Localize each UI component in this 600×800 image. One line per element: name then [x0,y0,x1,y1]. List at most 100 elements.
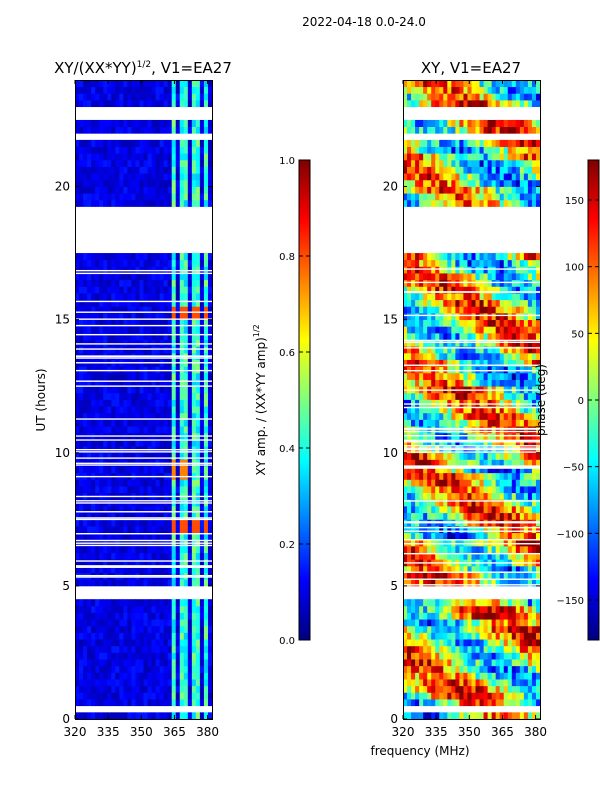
heatmap-cell [103,659,108,667]
heatmap-cell [499,406,505,414]
heatmap-cell [123,605,128,613]
heatmap-cell [535,525,541,534]
heatmap-cell [503,293,509,301]
heatmap-cell [527,499,533,507]
heatmap-cell [487,339,493,347]
heatmap-cell [135,392,140,400]
heatmap-cell [175,312,181,321]
heatmap-cell [475,525,480,534]
heatmap-cell [455,299,460,307]
heatmap-cell [107,452,112,460]
heatmap-cell [503,659,509,667]
heatmap-cell [175,712,181,720]
heatmap-cell [99,412,104,420]
heatmap-cell [495,525,501,534]
heatmap-cell [87,479,92,487]
heatmap-cell [535,479,541,487]
heatmap-cell [455,379,460,387]
heatmap-cell [183,399,189,407]
heatmap-cell [443,326,448,334]
heatmap-cell [411,605,416,613]
heatmap-cell [171,545,177,553]
heatmap-cell [499,486,505,494]
heatmap-cell [135,512,140,520]
heatmap-cell [155,645,161,653]
heatmap-cell [447,306,452,314]
heatmap-cell [499,692,505,700]
heatmap-cell [143,545,148,553]
heatmap-cell [471,419,476,427]
heatmap-cell [499,659,505,667]
heatmap-cell [203,392,209,400]
heatmap-cell [451,659,456,667]
heatmap-cell [199,153,205,161]
heatmap-cell [179,339,185,347]
heatmap-cell [439,632,444,640]
heatmap-cell [159,525,165,534]
heatmap-cell [515,293,521,301]
heatmap-cell [87,639,92,647]
heatmap-cell [515,599,521,607]
heatmap-cell [155,699,161,707]
heatmap-cell [123,146,128,154]
heatmap-cell [159,372,165,380]
heatmap-cell [203,80,209,88]
heatmap-cell [423,699,428,707]
heatmap-cell [159,339,165,347]
heatmap-cell [151,532,156,540]
heatmap-cell [447,672,452,680]
heatmap-cell [535,512,541,520]
heatmap-cell [483,312,489,321]
heatmap-cell [95,419,100,427]
heatmap-cell [95,266,100,274]
heatmap-cell [415,572,420,580]
heatmap-cell [411,366,416,374]
heatmap-cell [111,319,116,327]
heatmap-cell [407,619,412,627]
heatmap-cell [423,525,428,534]
heatmap-cell [463,379,468,387]
heatmap-cell [491,599,497,607]
heatmap-cell [203,659,209,667]
heatmap-cell [147,565,152,573]
heatmap-cell [167,286,173,294]
heatmap-cell [127,659,132,667]
heatmap-cell [119,193,124,201]
heatmap-cell [455,326,460,334]
heatmap-cell [103,293,108,301]
heatmap-cell [527,579,533,587]
heatmap-cell [203,286,209,294]
heatmap-cell [507,665,513,673]
heatmap-cell [527,605,533,613]
heatmap-cell [411,685,416,693]
heatmap-cell [195,632,201,640]
heatmap-cell [451,699,456,707]
heatmap-cell [115,692,120,700]
heatmap-cell [179,519,185,527]
heatmap-cell [131,692,136,700]
heatmap-cell [503,625,509,633]
heatmap-cell [451,512,456,520]
heatmap-cell [187,392,193,400]
heatmap-cell [439,486,444,494]
heatmap-cell [127,99,132,108]
heatmap-cell [199,452,205,460]
heatmap-cell [403,326,408,334]
heatmap-cell [131,166,136,174]
heatmap-cell [123,173,128,181]
heatmap-cell [495,552,501,560]
heatmap-cell [107,93,112,101]
heatmap-cell [175,486,181,494]
heatmap-cell [151,146,156,154]
heatmap-cell [167,306,173,314]
heatmap-cell [199,599,205,607]
heatmap-cell [143,479,148,487]
heatmap-cell [123,326,128,334]
heatmap-cell [175,552,181,560]
heatmap-cell [127,565,132,573]
heatmap-cell [199,439,205,447]
heatmap-cell [535,612,541,620]
heatmap-cell [163,293,169,301]
heatmap-cell [479,552,484,560]
heatmap-cell [195,259,201,267]
